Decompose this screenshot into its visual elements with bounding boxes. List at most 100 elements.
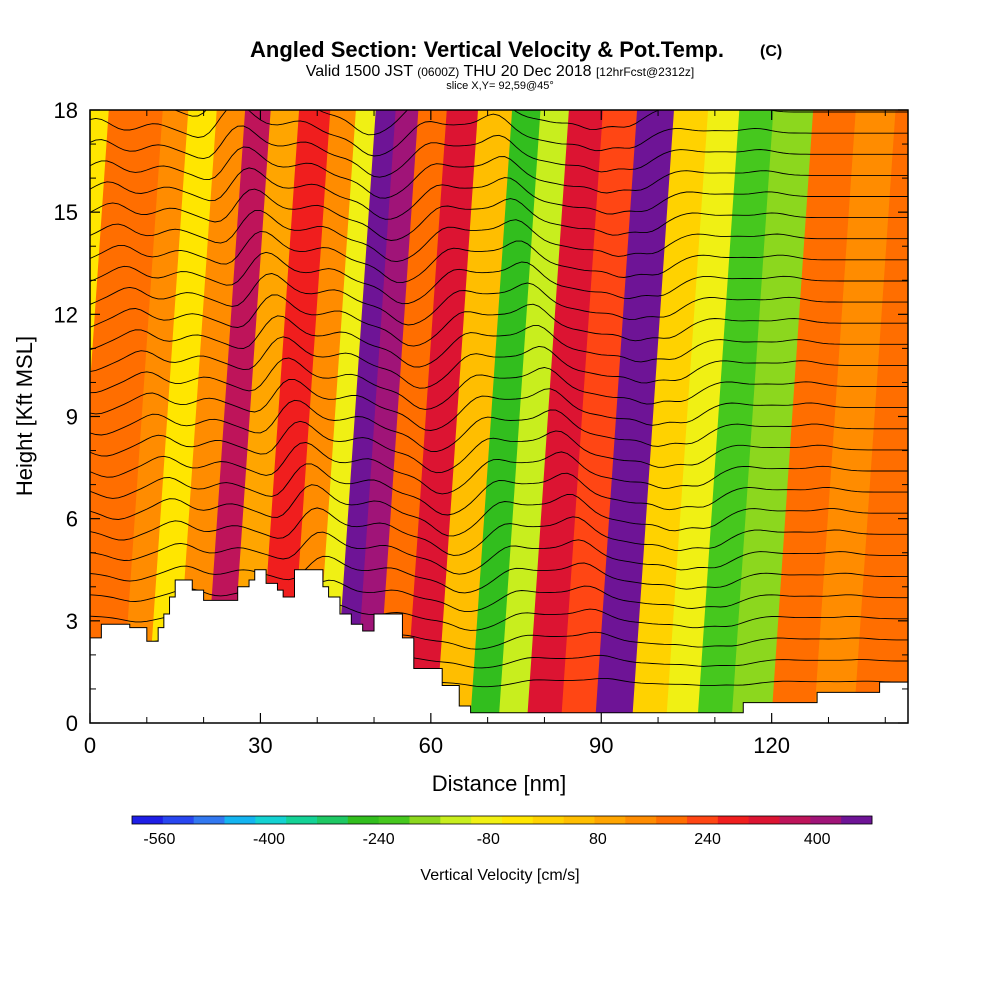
x-axis: 0 30 60 90 120 <box>84 110 886 758</box>
y-tick-label: 6 <box>66 507 78 532</box>
velocity-band <box>146 110 218 723</box>
colorbar-swatch <box>717 816 750 824</box>
potential-temperature-contours <box>90 110 908 688</box>
valid-zulu: (0600Z) <box>417 65 459 79</box>
isentrope-line <box>90 209 908 263</box>
isentrope-line <box>90 146 908 199</box>
colorbar-swatch <box>255 816 287 824</box>
velocity-band <box>404 110 480 723</box>
velocity-band <box>813 110 897 723</box>
colorbar-tick-label: 80 <box>589 831 607 848</box>
isentrope-line <box>90 294 908 347</box>
velocity-band <box>731 110 815 723</box>
velocity-band <box>697 110 775 723</box>
y-tick-label: 12 <box>54 302 78 327</box>
colorbar-swatch <box>748 816 780 824</box>
velocity-band <box>436 110 514 723</box>
colorbar-swatch <box>440 816 472 824</box>
isentrope-line <box>90 463 908 516</box>
colorbar-swatch <box>286 816 318 824</box>
colorbar-frame <box>131 815 873 825</box>
valid-date: THU 20 Dec 2018 <box>463 63 591 80</box>
isentrope-line <box>90 336 908 389</box>
colorbar-swatch <box>779 816 811 824</box>
colorbar-swatch <box>378 816 410 824</box>
y-tick-label: 9 <box>66 405 78 430</box>
isentrope-line <box>90 315 908 368</box>
velocity-band <box>313 110 377 723</box>
isentrope-line <box>90 167 908 220</box>
colorbar-tick-label: -240 <box>363 831 395 848</box>
colorbar-swatch <box>471 816 503 824</box>
terrain <box>90 569 908 723</box>
colorbar-swatch <box>317 816 349 824</box>
y-axis: 0 3 6 9 12 15 18 <box>54 98 908 736</box>
velocity-band <box>771 110 857 723</box>
velocity-band <box>631 110 710 723</box>
valid-prefix: Valid 1500 JST <box>306 63 414 80</box>
colorbar-swatch <box>687 816 719 824</box>
y-tick-label: 18 <box>54 98 78 123</box>
colorbar-swatch <box>563 816 595 824</box>
colorbar: -560 -400 -240 -80 80 240 400 <box>131 815 873 848</box>
velocity-band <box>203 110 272 723</box>
isentrope-line <box>90 507 908 556</box>
colorbar-tick-label: -400 <box>253 831 285 848</box>
colorbar-title: Vertical Velocity [cm/s] <box>420 867 579 884</box>
colorbar-swatch <box>841 816 873 824</box>
colorbar-swatch <box>347 816 380 824</box>
valid-forecast: [12hrFcst@2312z] <box>596 65 694 79</box>
isentrope-line <box>90 357 908 410</box>
isentrope-line <box>90 555 908 594</box>
colorbar-swatch <box>625 816 657 824</box>
y-axis-title: Height [Kft MSL] <box>12 336 37 496</box>
isentrope-line <box>90 531 908 575</box>
colorbar-swatch <box>132 816 164 824</box>
isentrope-line <box>90 273 908 326</box>
velocity-band <box>853 110 908 723</box>
colorbar-tick-label: -80 <box>477 831 500 848</box>
velocity-band <box>376 110 448 723</box>
x-tick-label: 30 <box>248 733 272 758</box>
x-tick-label: 0 <box>84 733 96 758</box>
chart-title: Angled Section: Vertical Velocity & Pot.… <box>250 37 724 62</box>
velocity-band <box>560 110 639 723</box>
isentrope-line <box>90 251 908 305</box>
isentrope-line <box>90 378 908 431</box>
y-tick-label: 3 <box>66 609 78 634</box>
colorbar-swatch <box>656 816 688 824</box>
colorbar-tick-label: 400 <box>804 831 831 848</box>
velocity-band <box>595 110 675 723</box>
velocity-band <box>498 110 570 723</box>
colorbar-swatch <box>502 816 534 824</box>
valid-time: Valid 1500 JST (0600Z) THU 20 Dec 2018 [… <box>306 63 694 80</box>
isentrope-line <box>90 420 908 474</box>
isentrope-line <box>90 125 908 178</box>
isentrope-line <box>90 579 908 613</box>
colorbar-swatch <box>810 816 842 824</box>
colorbar-tick-label: 240 <box>694 831 721 848</box>
y-tick-label: 0 <box>66 711 78 736</box>
colorbar-swatch <box>193 816 225 824</box>
isentrope-line <box>90 188 908 241</box>
x-tick-label: 90 <box>589 733 613 758</box>
y-tick-label: 15 <box>54 200 78 225</box>
colorbar-tick-label: -560 <box>143 831 175 848</box>
colorbar-swatch <box>224 816 256 824</box>
velocity-band <box>333 110 397 723</box>
x-axis-title: Distance [nm] <box>432 771 567 796</box>
colorbar-swatch <box>409 816 441 824</box>
x-tick-label: 120 <box>753 733 790 758</box>
isentrope-line <box>90 442 908 495</box>
chart-title-suffix: (C) <box>760 43 782 60</box>
isentrope-line <box>90 484 908 537</box>
velocity-band <box>353 110 420 723</box>
isentrope-line <box>90 230 908 284</box>
colorbar-swatch <box>532 816 565 824</box>
colorbar-swatch <box>594 816 626 824</box>
isentrope-line <box>90 399 908 452</box>
colorbar-swatch <box>162 816 195 824</box>
x-tick-label: 60 <box>419 733 443 758</box>
slice-info: slice X,Y= 92,59@45° <box>446 80 554 92</box>
